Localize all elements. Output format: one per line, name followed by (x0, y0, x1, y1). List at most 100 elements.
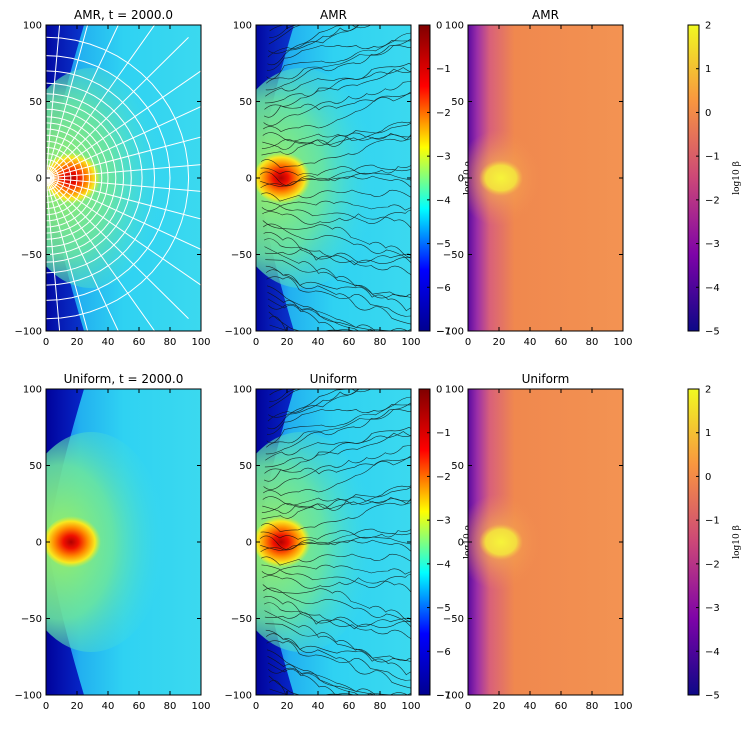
colorbar-tick-label: 1 (705, 428, 711, 439)
panel-6: 0 20 40 60 80 100100500−50−100Uniform210−1−2−… (437, 372, 742, 712)
colorbar-tick-label: −1 (436, 428, 451, 439)
heatmap-image (46, 25, 201, 331)
panel-title: AMR, t = 2000.0 (74, 8, 173, 22)
colorbar-tick-label: −2 (705, 195, 720, 206)
y-tick-label: −100 (225, 327, 252, 338)
heatmap-image (256, 389, 411, 695)
x-tick-label: 80 (586, 701, 599, 712)
colorbar-tick-label: −3 (436, 516, 451, 527)
y-tick-label: 100 (23, 21, 42, 32)
colorbar-tick-label: −5 (436, 603, 451, 614)
colorbar-tick-label: −2 (705, 559, 720, 570)
x-tick-label: 0 (465, 337, 471, 348)
x-tick-label: 60 (133, 337, 146, 348)
x-tick-label: 80 (164, 337, 177, 348)
colorbar-tick-label: −5 (705, 327, 720, 338)
y-tick-label: 0 (458, 538, 464, 549)
colorbar-tick-label: 0 (705, 108, 711, 119)
y-tick-label: 0 (36, 538, 42, 549)
y-tick-label: 0 (36, 174, 42, 185)
colorbar-tick-label: −1 (705, 152, 720, 163)
x-tick-label: 100 (613, 337, 632, 348)
x-tick-label: 80 (374, 701, 387, 712)
x-tick-label: 60 (555, 701, 568, 712)
colorbar-label: log10 β (732, 525, 742, 559)
x-tick-label: 100 (401, 701, 420, 712)
dense-torus (46, 516, 104, 568)
high-beta-core (479, 160, 523, 196)
y-tick-label: 100 (233, 385, 252, 396)
panel-title: AMR (320, 8, 347, 22)
colorbar-tick-label: −5 (436, 239, 451, 250)
heatmap-image (256, 25, 411, 331)
colorbar-tick-label: −7 (436, 691, 451, 702)
x-tick-label: 40 (312, 337, 325, 348)
colorbar-tick-label: 0 (436, 385, 442, 396)
y-tick-label: 100 (23, 385, 42, 396)
amr-grid (46, 25, 201, 331)
colorbar-tick-label: −1 (436, 64, 451, 75)
y-tick-label: −100 (225, 691, 252, 702)
y-tick-label: 100 (233, 21, 252, 32)
colorbar-tick-label: −5 (705, 691, 720, 702)
y-tick-label: −50 (21, 250, 42, 261)
colorbar (687, 388, 700, 696)
x-tick-label: 20 (493, 337, 506, 348)
heatmap-image (468, 389, 623, 695)
colorbar-tick-label: −3 (705, 239, 720, 250)
x-tick-label: 80 (374, 337, 387, 348)
x-tick-label: 20 (71, 701, 84, 712)
colorbar (418, 24, 431, 332)
panel-2: 0 20 40 60 80 100100500−50−100AMR0−1−2−3−4−5−… (225, 8, 473, 348)
x-tick-label: 100 (401, 337, 420, 348)
x-tick-label: 40 (524, 337, 537, 348)
colorbar (418, 388, 431, 696)
x-tick-label: 40 (312, 701, 325, 712)
colorbar-tick-label: −3 (705, 603, 720, 614)
x-tick-label: 0 (253, 701, 259, 712)
heatmap-image (46, 389, 201, 695)
panel-title: AMR (532, 8, 559, 22)
y-tick-label: 0 (246, 538, 252, 549)
dense-torus (46, 152, 104, 204)
y-tick-label: −100 (437, 327, 464, 338)
colorbar-tick-label: −2 (436, 108, 451, 119)
high-beta-core (479, 524, 523, 560)
colorbar-tick-label: −4 (705, 647, 720, 658)
y-tick-label: −50 (231, 614, 252, 625)
x-tick-label: 40 (102, 701, 115, 712)
x-tick-label: 20 (493, 701, 506, 712)
colorbar (687, 24, 700, 332)
y-tick-label: 50 (29, 97, 42, 108)
x-tick-label: 60 (555, 337, 568, 348)
magnetic-streamlines (259, 389, 411, 695)
colorbar-tick-label: 2 (705, 21, 711, 32)
colorbar-label: log10 β (732, 161, 742, 195)
x-tick-label: 100 (191, 337, 210, 348)
y-tick-label: 100 (445, 385, 464, 396)
x-tick-label: 60 (343, 337, 356, 348)
x-tick-label: 100 (191, 701, 210, 712)
colorbar-tick-label: −2 (436, 472, 451, 483)
colorbar-tick-label: 1 (705, 64, 711, 75)
y-tick-label: 50 (29, 461, 42, 472)
dense-torus (256, 516, 314, 568)
x-tick-label: 40 (524, 701, 537, 712)
y-tick-label: −50 (21, 614, 42, 625)
x-tick-label: 20 (281, 337, 294, 348)
disk-wind-region (46, 432, 166, 652)
y-tick-label: 0 (458, 174, 464, 185)
y-tick-label: −50 (231, 250, 252, 261)
disk-wind-region (46, 68, 166, 288)
colorbar-tick-label: −1 (705, 516, 720, 527)
y-tick-label: 100 (445, 21, 464, 32)
y-tick-label: −100 (15, 691, 42, 702)
colorbar-tick-label: −4 (705, 283, 720, 294)
x-tick-label: 0 (43, 337, 49, 348)
y-tick-label: 50 (239, 97, 252, 108)
colorbar-tick-label: −6 (436, 647, 451, 658)
x-tick-label: 100 (613, 701, 632, 712)
colorbar-tick-label: 0 (436, 21, 442, 32)
x-tick-label: 80 (586, 337, 599, 348)
